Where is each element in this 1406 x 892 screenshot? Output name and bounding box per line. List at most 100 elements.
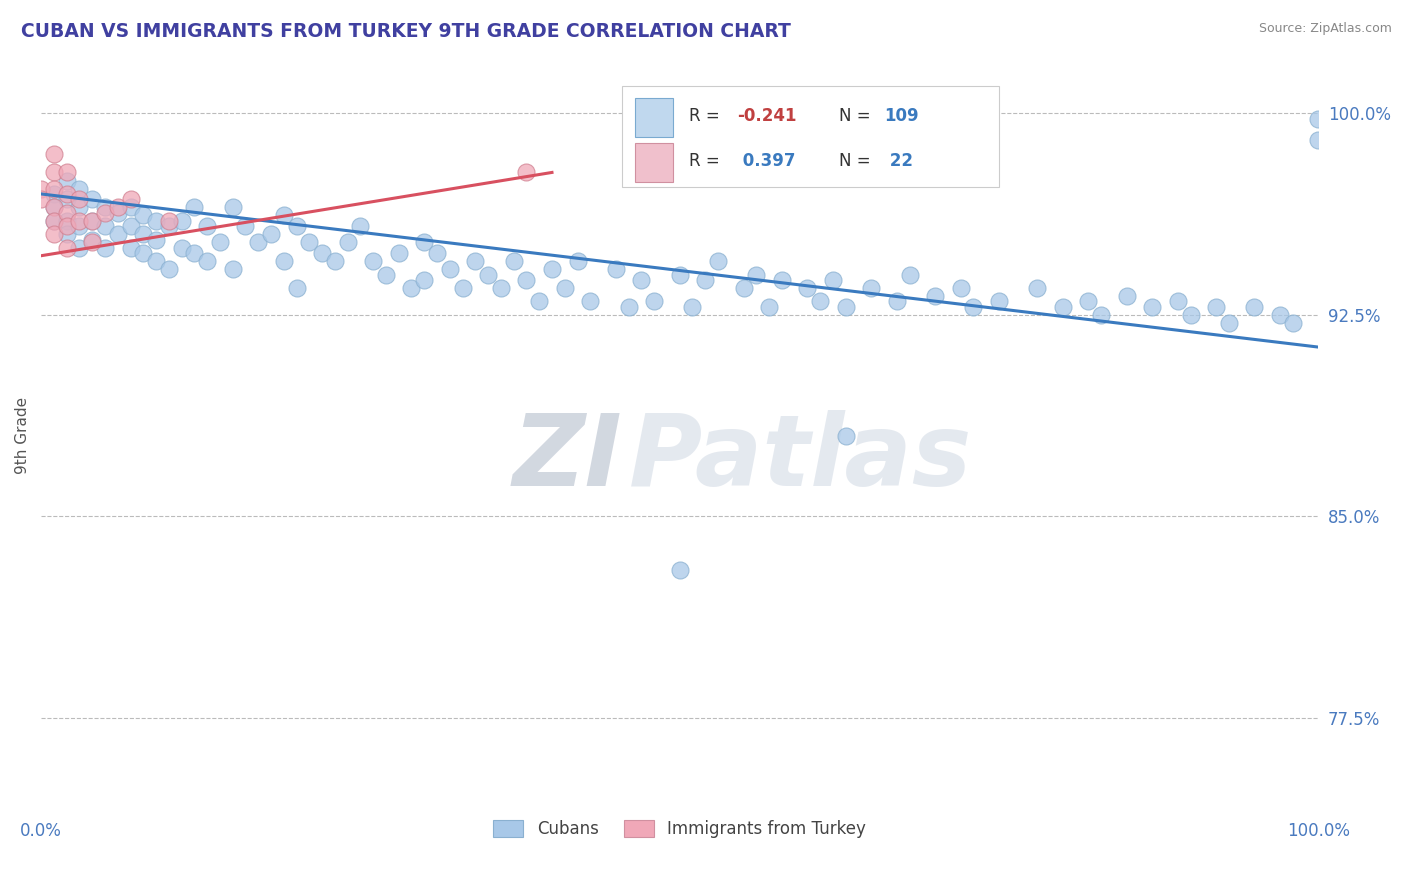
- Text: Source: ZipAtlas.com: Source: ZipAtlas.com: [1258, 22, 1392, 36]
- Point: [55, 214, 77, 228]
- Point: [107, 227, 129, 242]
- Point: [707, 254, 730, 268]
- Point: [94, 206, 117, 220]
- Point: [835, 300, 858, 314]
- Point: [898, 268, 921, 282]
- Text: -0.241: -0.241: [737, 107, 797, 125]
- Y-axis label: 9th Grade: 9th Grade: [15, 397, 30, 475]
- Point: [413, 273, 436, 287]
- Point: [886, 294, 908, 309]
- Point: [94, 241, 117, 255]
- Point: [413, 235, 436, 250]
- Point: [42, 181, 65, 195]
- Point: [1026, 281, 1049, 295]
- Point: [94, 200, 117, 214]
- Point: [630, 273, 652, 287]
- Point: [374, 268, 396, 282]
- Point: [323, 254, 346, 268]
- Point: [30, 181, 52, 195]
- Point: [962, 300, 984, 314]
- Point: [195, 219, 218, 234]
- Point: [67, 219, 90, 234]
- Point: [82, 235, 104, 250]
- Point: [285, 219, 308, 234]
- Point: [260, 227, 283, 242]
- Point: [107, 200, 129, 214]
- Point: [758, 300, 780, 314]
- Point: [55, 192, 77, 206]
- Point: [1205, 300, 1227, 314]
- Point: [1281, 316, 1303, 330]
- Point: [733, 281, 755, 295]
- Point: [617, 300, 640, 314]
- Point: [554, 281, 576, 295]
- Point: [221, 262, 243, 277]
- Point: [821, 273, 844, 287]
- Point: [361, 254, 384, 268]
- Point: [67, 214, 90, 228]
- Point: [107, 206, 129, 220]
- Point: [55, 206, 77, 220]
- Text: 22: 22: [884, 153, 912, 170]
- Point: [145, 254, 167, 268]
- Point: [195, 254, 218, 268]
- Point: [1077, 294, 1099, 309]
- Point: [94, 219, 117, 234]
- Point: [860, 281, 883, 295]
- Point: [42, 214, 65, 228]
- Point: [208, 235, 231, 250]
- FancyBboxPatch shape: [636, 143, 673, 182]
- Point: [579, 294, 602, 309]
- Point: [1052, 300, 1074, 314]
- Point: [1308, 112, 1330, 126]
- Point: [1268, 308, 1291, 322]
- Point: [336, 235, 359, 250]
- Point: [55, 165, 77, 179]
- Point: [988, 294, 1011, 309]
- Point: [145, 233, 167, 247]
- Point: [67, 200, 90, 214]
- Text: 0.397: 0.397: [737, 153, 796, 170]
- Point: [42, 165, 65, 179]
- Point: [949, 281, 972, 295]
- Point: [42, 200, 65, 214]
- Text: R =: R =: [689, 107, 724, 125]
- Point: [67, 192, 90, 206]
- Point: [55, 186, 77, 201]
- Point: [426, 246, 449, 260]
- Point: [298, 235, 321, 250]
- Point: [42, 214, 65, 228]
- Text: 109: 109: [884, 107, 918, 125]
- Point: [605, 262, 627, 277]
- Point: [464, 254, 486, 268]
- Text: N =: N =: [839, 107, 876, 125]
- FancyBboxPatch shape: [623, 86, 1000, 187]
- Legend: Cubans, Immigrants from Turkey: Cubans, Immigrants from Turkey: [486, 814, 873, 845]
- Point: [388, 246, 411, 260]
- Point: [477, 268, 499, 282]
- Point: [1090, 308, 1112, 322]
- Point: [145, 214, 167, 228]
- Point: [515, 165, 537, 179]
- Point: [120, 192, 142, 206]
- Point: [770, 273, 793, 287]
- Point: [682, 300, 704, 314]
- Point: [132, 246, 155, 260]
- Point: [82, 192, 104, 206]
- Point: [82, 233, 104, 247]
- Point: [1308, 133, 1330, 147]
- Point: [643, 294, 665, 309]
- Point: [285, 281, 308, 295]
- Point: [1167, 294, 1189, 309]
- Point: [695, 273, 717, 287]
- Point: [273, 254, 295, 268]
- Point: [796, 281, 818, 295]
- Point: [55, 241, 77, 255]
- Point: [567, 254, 589, 268]
- Point: [42, 186, 65, 201]
- Point: [668, 563, 690, 577]
- Point: [55, 173, 77, 187]
- Point: [808, 294, 831, 309]
- Point: [489, 281, 512, 295]
- Point: [451, 281, 474, 295]
